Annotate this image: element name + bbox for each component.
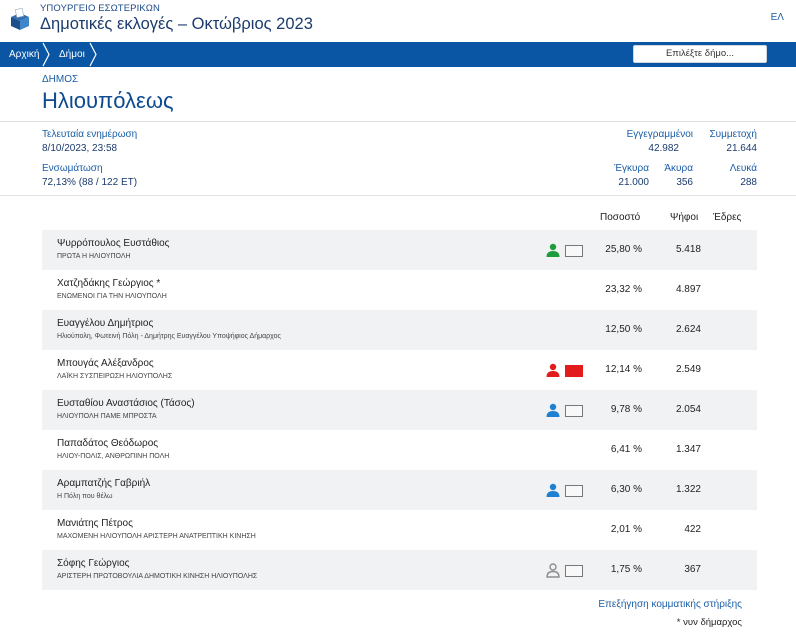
candidate-party: ΠΡΩΤΑ Η ΗΛΙΟΥΠΟΛΗ	[57, 253, 131, 260]
person-green-icon	[546, 243, 560, 257]
candidate-row[interactable]: Ψυρρόπουλος Ευστάθιος ΠΡΩΤΑ Η ΗΛΙΟΥΠΟΛΗ …	[42, 230, 757, 270]
person-red-icon	[546, 363, 560, 377]
incumbent-footnote: * νυν δήμαρχος	[676, 617, 742, 628]
candidate-row[interactable]: Ευσταθίου Αναστάσιος (Τάσος) ΗΛΙΟΥΠΟΛΗ Π…	[42, 390, 757, 430]
breadcrumb-chevron-icon	[89, 42, 97, 67]
candidate-party: Ηλιούπολη, Φωτεινή Πόλη - Δημήτρης Ευαγγ…	[57, 333, 281, 340]
candidate-percent: 6,30 %	[610, 484, 642, 495]
column-header-seats: Έδρες	[713, 212, 742, 223]
candidate-party: ΛΑΪΚΗ ΣΥΣΠΕΙΡΩΣΗ ΗΛΙΟΥΠΟΛΗΣ	[57, 373, 173, 380]
candidate-party: Η Πόλη που θέλω	[57, 493, 113, 500]
support-flag	[565, 565, 583, 577]
blank-label: Λευκά	[729, 163, 757, 174]
ministry-label: ΥΠΟΥΡΓΕΙΟ ΕΣΩΤΕΡΙΚΩΝ	[40, 3, 160, 14]
candidate-name: Παπαδάτος Θεόδωρος	[57, 438, 159, 449]
integration-label: Ενσωμάτωση	[42, 163, 103, 174]
invalid-label: Άκυρα	[664, 163, 693, 174]
candidate-votes: 1.322	[675, 484, 701, 495]
candidate-percent: 23,32 %	[605, 284, 642, 295]
party-support-indicator	[545, 482, 585, 498]
candidate-party: ΗΛΙΟΥ-ΠΟΛΙΣ, ΑΝΘΡΩΠΙΝΗ ΠΟΛΗ	[57, 453, 170, 460]
party-support-indicator	[545, 362, 585, 378]
language-switch[interactable]: ΕΛ	[770, 12, 784, 23]
candidate-name: Αραμπατζής Γαβριήλ	[57, 478, 151, 489]
person-blue-icon	[546, 403, 560, 417]
candidate-percent: 12,50 %	[605, 324, 642, 335]
support-flag	[565, 405, 583, 417]
candidate-percent: 2,01 %	[610, 524, 642, 535]
ballot-box-icon	[11, 8, 29, 30]
candidate-votes: 5.418	[675, 244, 701, 255]
candidate-party: ΑΡΙΣΤΕΡΗ ΠΡΩΤΟΒΟΥΛΙΑ ΔΗΜΟΤΙΚΗ ΚΙΝΗΣΗ ΗΛΙ…	[57, 573, 258, 580]
person-blue-icon	[546, 483, 560, 497]
page-title: Ηλιουπόλεως	[42, 88, 174, 113]
registered-value: 42.982	[648, 143, 679, 154]
candidate-percent: 25,80 %	[605, 244, 642, 255]
turnout-value: 21.644	[726, 143, 757, 154]
candidate-row[interactable]: Μπουγάς Αλέξανδρος ΛΑΪΚΗ ΣΥΣΠΕΙΡΩΣΗ ΗΛΙΟ…	[42, 350, 757, 390]
candidate-row[interactable]: Μανιάτης Πέτρος ΜΑΧΟΜΕΝΗ ΗΛΙΟΥΠΟΛΗ ΑΡΙΣΤ…	[42, 510, 757, 550]
candidate-votes: 2.549	[675, 364, 701, 375]
candidate-row[interactable]: Αραμπατζής Γαβριήλ Η Πόλη που θέλω 6,30 …	[42, 470, 757, 510]
breadcrumb-municipalities[interactable]: Δήμοι	[59, 49, 85, 60]
candidate-name: Ευαγγέλου Δημήτριος	[57, 318, 154, 329]
candidate-percent: 6,41 %	[610, 444, 642, 455]
candidate-row[interactable]: Σόφης Γεώργιος ΑΡΙΣΤΕΡΗ ΠΡΩΤΟΒΟΥΛΙΑ ΔΗΜΟ…	[42, 550, 757, 590]
candidate-votes: 1.347	[675, 444, 701, 455]
party-support-explanation-link[interactable]: Επεξήγηση κομματικής στήριξης	[598, 599, 742, 610]
candidate-name: Ευσταθίου Αναστάσιος (Τάσος)	[57, 398, 195, 409]
candidate-votes: 422	[684, 524, 701, 535]
party-support-indicator	[545, 242, 585, 258]
last-update-value: 8/10/2023, 23:58	[42, 143, 118, 154]
registered-label: Εγγεγραμμένοι	[626, 129, 693, 140]
candidate-name: Χατζηδάκης Γεώργιος *	[57, 278, 161, 289]
candidate-party: ΗΛΙΟΥΠΟΛΗ ΠΑΜΕ ΜΠΡΟΣΤΑ	[57, 413, 157, 420]
person-gray-icon	[546, 563, 560, 578]
candidate-percent: 9,78 %	[610, 404, 642, 415]
candidate-row[interactable]: Χατζηδάκης Γεώργιος * ΕΝΩΜΕΝΟΙ ΓΙΑ ΤΗΝ Η…	[42, 270, 757, 310]
candidate-row[interactable]: Παπαδάτος Θεόδωρος ΗΛΙΟΥ-ΠΟΛΙΣ, ΑΝΘΡΩΠΙΝ…	[42, 430, 757, 470]
support-flag	[565, 485, 583, 497]
party-support-indicator	[545, 562, 585, 578]
support-flag	[565, 245, 583, 257]
candidate-name: Σόφης Γεώργιος	[57, 558, 130, 569]
divider	[0, 121, 796, 122]
party-support-indicator	[545, 402, 585, 418]
candidate-row[interactable]: Ευαγγέλου Δημήτριος Ηλιούπολη, Φωτεινή Π…	[42, 310, 757, 350]
column-header-percent: Ποσοστό	[600, 212, 641, 223]
column-header-votes: Ψήφοι	[670, 212, 699, 223]
candidate-name: Μπουγάς Αλέξανδρος	[57, 358, 154, 369]
candidate-party: ΜΑΧΟΜΕΝΗ ΗΛΙΟΥΠΟΛΗ ΑΡΙΣΤΕΡΗ ΑΝΑΤΡΕΠΤΙΚΗ …	[57, 533, 256, 540]
candidate-percent: 12,14 %	[605, 364, 642, 375]
candidate-votes: 4.897	[675, 284, 701, 295]
integration-value: 72,13% (88 / 122 ΕΤ)	[42, 177, 138, 188]
candidate-votes: 2.624	[675, 324, 701, 335]
candidate-votes: 367	[684, 564, 701, 575]
candidate-name: Μανιάτης Πέτρος	[57, 518, 133, 529]
invalid-value: 356	[676, 177, 693, 188]
breadcrumb-chevron-icon	[42, 42, 50, 67]
candidate-party: ΕΝΩΜΕΝΟΙ ΓΙΑ ΤΗΝ ΗΛΙΟΥΠΟΛΗ	[57, 293, 167, 300]
municipality-select[interactable]: Επιλέξτε δήμο...	[633, 45, 767, 63]
last-update-label: Τελευταία ενημέρωση	[42, 129, 138, 140]
blank-value: 288	[740, 177, 757, 188]
candidate-name: Ψυρρόπουλος Ευστάθιος	[57, 238, 170, 249]
turnout-label: Συμμετοχή	[709, 129, 757, 140]
breadcrumb-home[interactable]: Αρχική	[9, 49, 40, 60]
candidate-votes: 2.054	[675, 404, 701, 415]
site-title[interactable]: Δημοτικές εκλογές – Οκτώβριος 2023	[40, 15, 313, 33]
support-flag	[565, 365, 583, 377]
candidate-percent: 1,75 %	[610, 564, 642, 575]
site-header: ΥΠΟΥΡΓΕΙΟ ΕΣΩΤΕΡΙΚΩΝ Δημοτικές εκλογές –…	[0, 0, 796, 42]
valid-label: Έγκυρα	[614, 163, 649, 174]
valid-value: 21.000	[618, 177, 649, 188]
divider	[0, 195, 796, 196]
municipality-type-label: ΔΗΜΟΣ	[42, 74, 79, 85]
